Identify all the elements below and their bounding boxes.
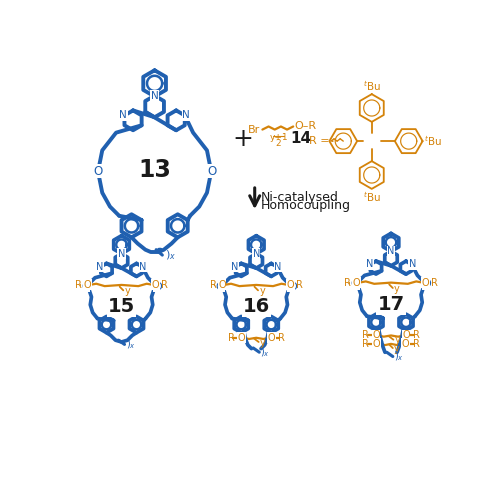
Text: R: R [228, 333, 234, 343]
Text: O: O [218, 280, 226, 290]
Text: O: O [153, 282, 162, 292]
Text: N: N [274, 262, 281, 271]
Text: R: R [210, 280, 216, 290]
Text: y: y [394, 344, 400, 354]
Text: y: y [260, 338, 266, 348]
Text: O–R: O–R [295, 122, 317, 131]
Text: N: N [140, 262, 146, 271]
Text: O: O [373, 339, 380, 349]
Text: N: N [120, 111, 127, 120]
Text: R: R [413, 339, 420, 349]
Text: Ni-catalysed: Ni-catalysed [261, 191, 338, 204]
Text: N: N [388, 246, 394, 256]
Text: N: N [118, 249, 125, 259]
Text: N: N [409, 259, 416, 270]
Text: $^t$Bu: $^t$Bu [424, 134, 442, 148]
Text: O: O [216, 282, 224, 292]
Text: 15: 15 [108, 297, 135, 316]
Text: O: O [402, 339, 409, 349]
Text: +: + [232, 127, 253, 151]
Text: 13: 13 [138, 157, 171, 182]
Text: 16: 16 [242, 297, 270, 316]
Text: R: R [278, 333, 285, 343]
Text: O: O [93, 165, 102, 178]
Text: $^t$Bu: $^t$Bu [363, 190, 380, 204]
Text: O: O [268, 333, 275, 343]
Text: Br: Br [248, 125, 260, 135]
Text: y+1: y+1 [270, 133, 288, 142]
Text: N: N [252, 249, 260, 259]
Text: N: N [231, 262, 238, 271]
Text: N: N [182, 111, 190, 120]
Text: )$_x$: )$_x$ [260, 345, 270, 359]
Text: y: y [394, 335, 400, 345]
Text: N: N [150, 91, 158, 100]
Text: O: O [422, 280, 432, 289]
Text: y: y [260, 286, 265, 296]
Text: O: O [84, 280, 91, 290]
Text: O: O [402, 330, 410, 341]
Text: $^t$Bu: $^t$Bu [363, 79, 380, 93]
Text: )$_x$: )$_x$ [166, 248, 176, 262]
Text: R: R [75, 280, 82, 290]
Text: Homocoupling: Homocoupling [261, 199, 351, 213]
Text: R =: R = [309, 136, 330, 146]
Text: O: O [288, 282, 296, 292]
Text: R: R [162, 280, 168, 290]
Text: R: R [362, 339, 369, 349]
Text: )$_x$: )$_x$ [126, 338, 136, 351]
Text: R: R [362, 330, 369, 341]
Text: R: R [413, 330, 420, 341]
Text: O: O [350, 280, 360, 289]
Text: R: R [431, 278, 438, 287]
Text: O: O [353, 278, 360, 287]
Text: y: y [394, 284, 400, 294]
Text: N: N [96, 262, 103, 271]
Text: O: O [81, 282, 90, 292]
Text: O: O [286, 280, 294, 290]
Text: O: O [207, 165, 216, 178]
Text: R: R [344, 278, 351, 287]
Text: O: O [238, 333, 245, 343]
Text: R: R [296, 280, 303, 290]
Text: O: O [152, 280, 160, 290]
Text: y: y [124, 286, 130, 296]
Text: N: N [366, 259, 373, 270]
Text: O: O [372, 330, 380, 341]
Text: 14: 14 [290, 130, 312, 145]
Text: 2: 2 [276, 139, 281, 148]
Text: )$_x$: )$_x$ [394, 350, 404, 363]
Text: O: O [422, 278, 429, 287]
Text: 17: 17 [378, 295, 404, 314]
